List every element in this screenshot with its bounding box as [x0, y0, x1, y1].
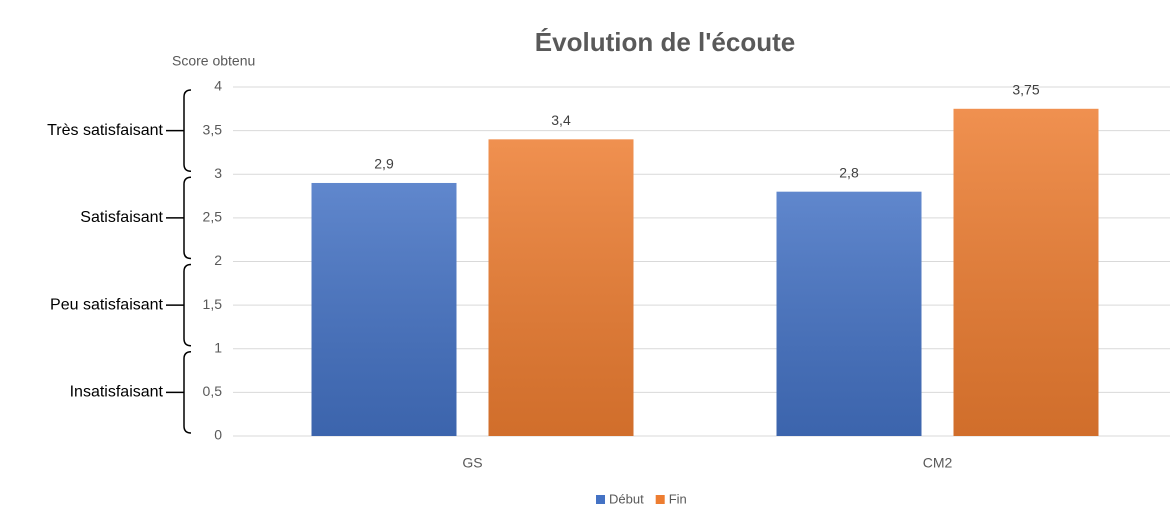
- legend-label: Fin: [669, 491, 687, 506]
- band-label: Peu satisfaisant: [50, 296, 164, 313]
- band-label: Très satisfaisant: [47, 122, 163, 139]
- bar-sheen: [488, 139, 634, 436]
- y-tick-label: 0: [214, 427, 222, 443]
- band-bracket: [166, 351, 192, 434]
- legend-swatch: [596, 495, 605, 504]
- x-tick-label: CM2: [923, 455, 953, 471]
- y-axis-label: Score obtenu: [172, 53, 255, 69]
- bar-sheen: [953, 108, 1099, 436]
- bar-sheen: [311, 182, 457, 436]
- y-tick-label: 1,5: [203, 296, 223, 312]
- value-label: 2,8: [839, 164, 859, 180]
- y-tick-label: 3: [214, 165, 222, 181]
- band-label: Satisfaisant: [80, 209, 163, 226]
- y-tick-label: 2,5: [203, 209, 223, 225]
- value-label: 3,4: [551, 112, 571, 128]
- y-tick-label: 0,5: [203, 383, 223, 399]
- band-bracket: [166, 176, 192, 260]
- y-tick-label: 1: [214, 339, 222, 355]
- bar-sheen: [776, 191, 922, 436]
- chart-title: Évolution de l'écoute: [535, 27, 795, 57]
- value-label: 3,75: [1012, 82, 1039, 98]
- y-tick-label: 4: [214, 78, 222, 94]
- band-bracket: [166, 89, 192, 172]
- y-tick-label: 3,5: [203, 121, 223, 137]
- value-label: 2,9: [374, 156, 394, 172]
- band-bracket: [166, 263, 192, 347]
- band-label: Insatisfaisant: [70, 384, 164, 401]
- legend-label: Début: [609, 491, 644, 506]
- x-tick-label: GS: [462, 455, 482, 471]
- y-tick-label: 2: [214, 252, 222, 268]
- legend-swatch: [655, 495, 665, 504]
